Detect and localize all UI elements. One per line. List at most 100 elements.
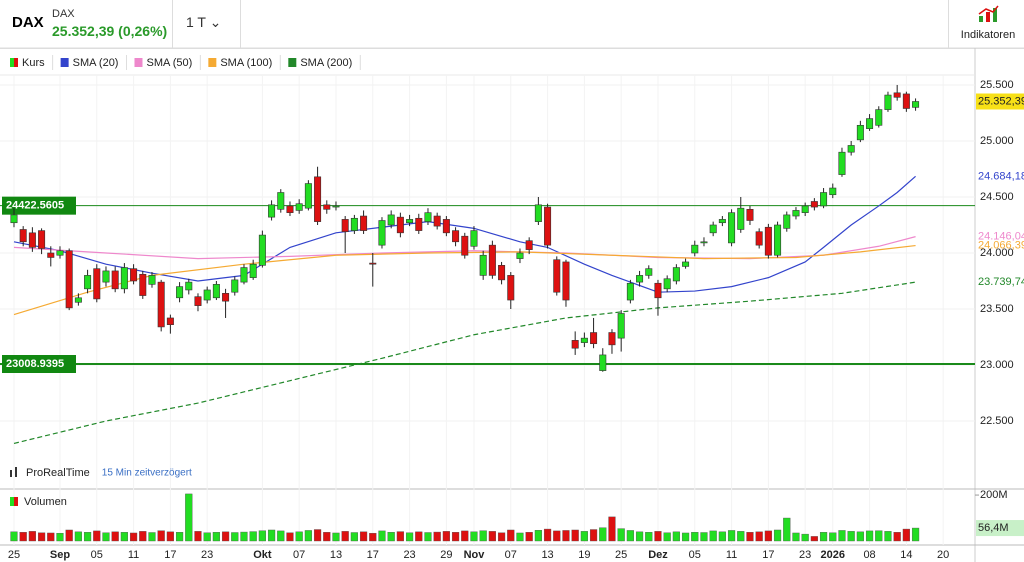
volume-bar — [323, 532, 331, 542]
candle-body — [645, 268, 653, 276]
x-tick-label: 23 — [201, 549, 213, 561]
candle-body — [56, 250, 64, 256]
volume-bar — [635, 531, 644, 542]
candle-body — [19, 229, 27, 243]
volume-bar — [534, 530, 542, 542]
candle-body — [157, 281, 165, 328]
candle-body — [912, 101, 920, 108]
candle-body — [829, 187, 837, 196]
candle-body — [323, 204, 331, 210]
volume-bar — [911, 527, 920, 542]
candle-body — [194, 296, 202, 306]
volume-bar — [83, 532, 92, 542]
volume-bar — [553, 530, 561, 542]
volume-bar — [102, 532, 110, 542]
volume-bar — [691, 532, 699, 542]
volume-bar — [654, 531, 662, 542]
volume-bar — [497, 532, 506, 542]
x-tick-label: 17 — [762, 549, 774, 561]
volume-bar — [166, 531, 174, 542]
symbol: DAX — [12, 14, 44, 31]
legend-label: Kurs — [22, 57, 45, 69]
volume-bar — [893, 532, 901, 542]
volume-bar — [507, 529, 515, 542]
x-tick-label: 25 — [8, 549, 20, 561]
x-tick-label: 25 — [615, 549, 627, 561]
x-tick-label: Nov — [464, 549, 486, 561]
legend-label: SMA (50) — [146, 57, 192, 69]
volume-bar — [231, 532, 239, 542]
volume-bar — [396, 531, 404, 542]
candle-body — [212, 284, 220, 299]
candle-body — [590, 332, 598, 345]
candle-body — [84, 275, 92, 290]
x-tick-label: 20 — [937, 549, 949, 561]
volume-bar — [129, 532, 138, 542]
candle-body — [396, 216, 404, 234]
index-name: DAX — [52, 8, 75, 20]
volume-bar — [341, 531, 349, 542]
volume-bar — [470, 531, 478, 542]
level-label: 24422.5605 — [6, 200, 64, 212]
candle-body — [801, 205, 809, 213]
volume-bar — [617, 528, 625, 542]
candle-body — [820, 192, 828, 207]
candle-body — [369, 262, 377, 265]
volume-bar — [663, 532, 671, 542]
candle-body — [166, 317, 174, 325]
candle-body — [433, 215, 441, 227]
sma-last-label: 24.066,39 — [978, 239, 1024, 251]
candle-body — [332, 205, 340, 208]
candle-body — [838, 151, 846, 175]
volume-tick-label: 200M — [980, 489, 1008, 501]
volume-bar — [304, 530, 312, 542]
candle-body — [240, 267, 248, 283]
volume-bar — [249, 531, 257, 542]
interval-select[interactable]: 1 T ⌄ — [186, 14, 222, 30]
candle-body — [847, 145, 855, 153]
volume-bar — [580, 531, 588, 542]
volume-bar — [10, 531, 18, 542]
volume-bar — [709, 530, 717, 542]
volume-bar — [525, 532, 533, 542]
level-box — [2, 355, 76, 374]
volume-bar — [93, 530, 101, 542]
candle-body — [866, 118, 874, 129]
volume-bar — [120, 532, 128, 542]
sma-last-label: 24.684,18 — [978, 170, 1024, 182]
candle-body — [636, 275, 644, 283]
volume-bar — [737, 531, 745, 542]
quote: 25.352,39 (0,26%) — [52, 23, 168, 39]
candle-body — [387, 214, 395, 226]
indicators-icon — [978, 5, 999, 22]
y-tick-label: 23.500 — [980, 303, 1014, 315]
legend-swatch — [288, 58, 297, 67]
candle-body — [424, 212, 432, 222]
candle-body — [700, 241, 708, 244]
candle-body — [277, 192, 285, 210]
candle-body — [139, 273, 147, 296]
volume-bar — [415, 531, 423, 542]
volume-bar — [332, 532, 340, 542]
candle-body — [10, 214, 18, 224]
candle-body — [130, 268, 138, 282]
volume-bar — [838, 530, 846, 542]
x-tick-label: Sep — [50, 549, 70, 561]
volume-bar — [488, 531, 496, 542]
volume-bar — [727, 530, 736, 542]
candle-body — [525, 240, 533, 250]
legend-label: SMA (20) — [73, 57, 119, 69]
volume-bar — [359, 531, 368, 542]
volume-bar — [148, 532, 156, 542]
volume-bar — [819, 532, 828, 542]
source-note: 15 Min zeitverzögert — [102, 468, 192, 479]
indicators-button[interactable]: Indikatoren — [954, 4, 1022, 44]
sma-last-label: 23.739,74 — [978, 276, 1024, 288]
volume-bar — [543, 528, 552, 542]
volume-bar — [175, 532, 184, 542]
candle-body — [65, 250, 73, 309]
candle-body — [176, 286, 184, 299]
x-tick-label: 2026 — [821, 549, 845, 561]
candle-body — [875, 109, 883, 126]
